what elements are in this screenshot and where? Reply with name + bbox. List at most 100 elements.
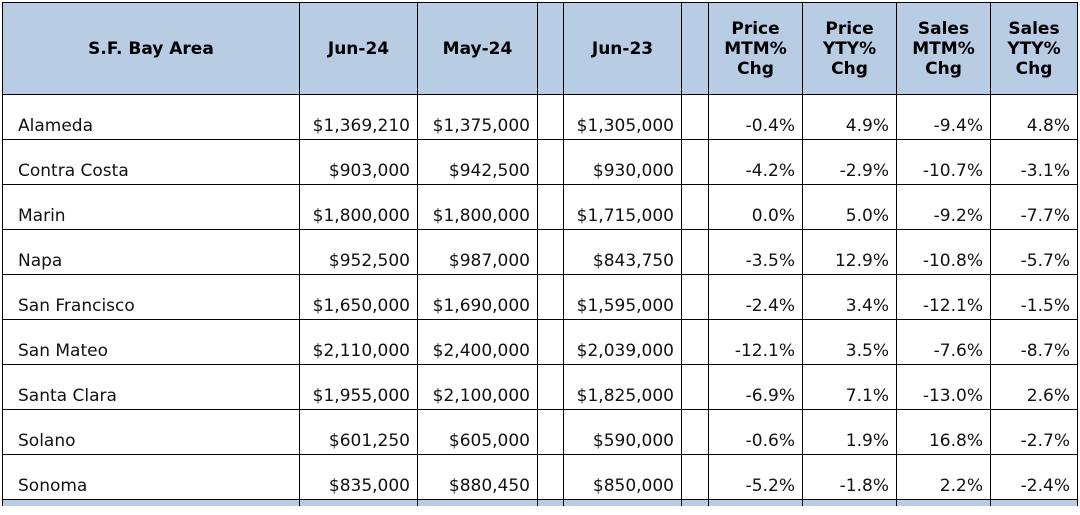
may24-price: $942,500 <box>417 139 538 185</box>
spacer-cell <box>681 364 709 410</box>
sales-mtm-change: -12.1% <box>896 274 991 320</box>
jun24-price: $1,955,000 <box>299 364 418 410</box>
may24-price: $987,000 <box>417 229 538 275</box>
sales-mtm-change: -10.7% <box>896 139 991 185</box>
sales-yty-change: 4.8% <box>990 94 1078 140</box>
jun23-price: $930,000 <box>563 139 682 185</box>
header-area: S.F. Bay Area <box>2 2 300 95</box>
header-sales-yty: Sales YTY% Chg <box>990 2 1078 95</box>
header-price-mtm: Price MTM% Chg <box>708 2 803 95</box>
county-name: San Mateo <box>2 319 300 365</box>
spacer-cell <box>681 319 709 365</box>
footer-strip-cell <box>708 499 803 506</box>
price-yty-change: 12.9% <box>802 229 897 275</box>
footer-strip-cell <box>537 499 564 506</box>
sales-mtm-change: -7.6% <box>896 319 991 365</box>
table-row: Contra Costa $903,000 $942,500 $930,000 … <box>2 139 1078 185</box>
header-row: S.F. Bay Area Jun-24 May-24 Jun-23 Price… <box>2 2 1078 95</box>
sales-mtm-change: -13.0% <box>896 364 991 410</box>
header-price-yty: Price YTY% Chg <box>802 2 897 95</box>
jun24-price: $601,250 <box>299 409 418 455</box>
price-yty-change: 5.0% <box>802 184 897 230</box>
price-yty-change: 1.9% <box>802 409 897 455</box>
footer-strip-cell <box>896 499 991 506</box>
spacer-cell <box>681 229 709 275</box>
spacer-cell <box>537 454 564 500</box>
jun24-price: $835,000 <box>299 454 418 500</box>
footer-strip-cell <box>299 499 418 506</box>
county-name: Marin <box>2 184 300 230</box>
price-yty-change: 4.9% <box>802 94 897 140</box>
jun24-price: $952,500 <box>299 229 418 275</box>
spacer-cell <box>681 94 709 140</box>
footer-strip-cell <box>681 499 709 506</box>
header-jun24: Jun-24 <box>299 2 418 95</box>
spacer-cell <box>537 229 564 275</box>
header-spacer <box>681 2 709 95</box>
jun23-price: $1,825,000 <box>563 364 682 410</box>
price-mtm-change: -3.5% <box>708 229 803 275</box>
footer-strip-cell <box>417 499 538 506</box>
sales-yty-change: 2.6% <box>990 364 1078 410</box>
may24-price: $1,690,000 <box>417 274 538 320</box>
county-name: Alameda <box>2 94 300 140</box>
price-mtm-change: -0.6% <box>708 409 803 455</box>
spacer-cell <box>681 274 709 320</box>
spacer-cell <box>537 94 564 140</box>
header-sales-mtm: Sales MTM% Chg <box>896 2 991 95</box>
price-mtm-change: -0.4% <box>708 94 803 140</box>
table-row: San Francisco $1,650,000 $1,690,000 $1,5… <box>2 274 1078 320</box>
table-row: Napa $952,500 $987,000 $843,750 -3.5% 12… <box>2 229 1078 275</box>
sales-mtm-change: 16.8% <box>896 409 991 455</box>
table-row: Santa Clara $1,955,000 $2,100,000 $1,825… <box>2 364 1078 410</box>
price-mtm-change: -5.2% <box>708 454 803 500</box>
jun23-price: $843,750 <box>563 229 682 275</box>
county-name: Solano <box>2 409 300 455</box>
sales-mtm-change: -9.4% <box>896 94 991 140</box>
spacer-cell <box>537 409 564 455</box>
sales-yty-change: -8.7% <box>990 319 1078 365</box>
table-row: Solano $601,250 $605,000 $590,000 -0.6% … <box>2 409 1078 455</box>
price-mtm-change: -4.2% <box>708 139 803 185</box>
jun23-price: $1,595,000 <box>563 274 682 320</box>
header-jun23: Jun-23 <box>563 2 682 95</box>
price-yty-change: -1.8% <box>802 454 897 500</box>
table-row: Alameda $1,369,210 $1,375,000 $1,305,000… <box>2 94 1078 140</box>
footer-strip-cell <box>802 499 897 506</box>
spacer-cell <box>537 274 564 320</box>
price-mtm-change: -2.4% <box>708 274 803 320</box>
may24-price: $2,100,000 <box>417 364 538 410</box>
table-footer-strip <box>2 499 1078 506</box>
price-yty-change: 3.5% <box>802 319 897 365</box>
county-name: Santa Clara <box>2 364 300 410</box>
table-row: San Mateo $2,110,000 $2,400,000 $2,039,0… <box>2 319 1078 365</box>
county-name: Napa <box>2 229 300 275</box>
price-mtm-change: -6.9% <box>708 364 803 410</box>
county-name: Sonoma <box>2 454 300 500</box>
jun23-price: $2,039,000 <box>563 319 682 365</box>
may24-price: $2,400,000 <box>417 319 538 365</box>
may24-price: $605,000 <box>417 409 538 455</box>
sales-yty-change: -1.5% <box>990 274 1078 320</box>
header-spacer <box>537 2 564 95</box>
jun23-price: $1,715,000 <box>563 184 682 230</box>
footer-strip-cell <box>990 499 1078 506</box>
may24-price: $1,375,000 <box>417 94 538 140</box>
spacer-cell <box>537 364 564 410</box>
header-may24: May-24 <box>417 2 538 95</box>
price-mtm-change: -12.1% <box>708 319 803 365</box>
footer-strip-cell <box>563 499 682 506</box>
county-name: San Francisco <box>2 274 300 320</box>
jun24-price: $1,800,000 <box>299 184 418 230</box>
sales-yty-change: -7.7% <box>990 184 1078 230</box>
price-mtm-change: 0.0% <box>708 184 803 230</box>
sales-yty-change: -2.7% <box>990 409 1078 455</box>
footer-strip-cell <box>2 499 300 506</box>
table-row: Marin $1,800,000 $1,800,000 $1,715,000 0… <box>2 184 1078 230</box>
sales-yty-change: -3.1% <box>990 139 1078 185</box>
price-yty-change: 3.4% <box>802 274 897 320</box>
price-yty-change: 7.1% <box>802 364 897 410</box>
jun24-price: $2,110,000 <box>299 319 418 365</box>
jun24-price: $1,650,000 <box>299 274 418 320</box>
sales-yty-change: -2.4% <box>990 454 1078 500</box>
